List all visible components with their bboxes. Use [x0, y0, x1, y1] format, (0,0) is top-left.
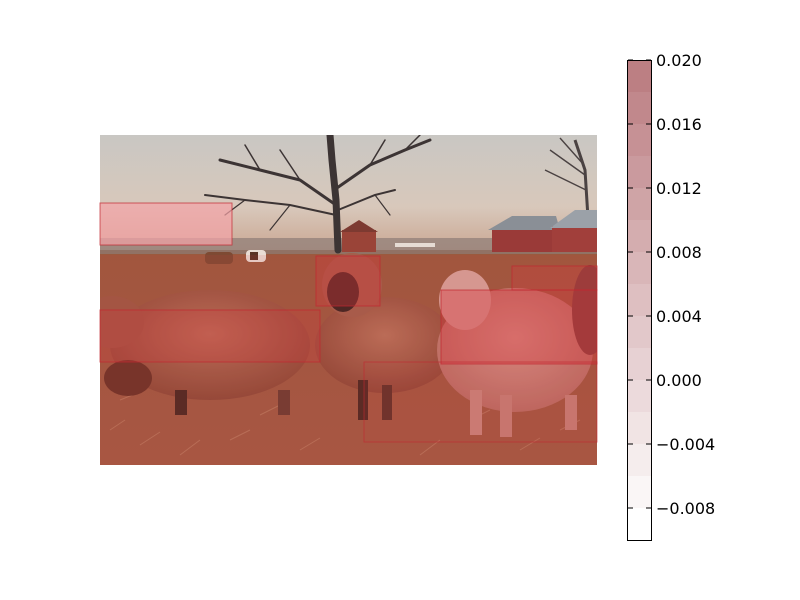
- colorbar-level: [628, 348, 651, 380]
- colorbar: 0.020 0.016 0.012 0.008 0.004 0.000 −0.004 −0.0…: [627, 51, 715, 541]
- colorbar-tick-label: 0.008: [656, 243, 702, 262]
- colorbar-level: [628, 60, 651, 92]
- colorbar-level: [628, 188, 651, 220]
- colorbar-level: [628, 412, 651, 444]
- colorbar-frame: [627, 60, 652, 541]
- colorbar-level: [628, 156, 651, 188]
- colorbar-level: [628, 124, 651, 156]
- colorbar-tick-label: 0.012: [656, 179, 702, 198]
- right-sheep: [437, 270, 593, 437]
- colorbar-tick-label: 0.016: [656, 115, 702, 134]
- horse: [205, 250, 266, 264]
- colorbar-levels: [628, 60, 651, 540]
- region-sky-left: [99, 202, 233, 246]
- colorbar-level: [628, 476, 651, 508]
- colorbar-tick-label: −0.004: [656, 435, 715, 454]
- colorbar-level: [628, 444, 651, 476]
- region-left-sheep: [99, 309, 321, 363]
- bare-tree: [204, 135, 432, 254]
- colorbar-tick-label: 0.000: [656, 371, 702, 390]
- photo-image: [100, 135, 597, 465]
- barn: [488, 210, 597, 252]
- small-house: [340, 220, 378, 252]
- heatmap-overlay: [99, 202, 598, 443]
- left-sheep: [104, 290, 310, 415]
- colorbar-ticks: 0.020 0.016 0.012 0.008 0.004 0.000 −0.004 −0.0…: [628, 51, 715, 518]
- colorbar-level: [628, 92, 651, 124]
- region-right-sheep: [440, 289, 598, 365]
- region-back-right: [511, 265, 598, 291]
- colorbar-level: [628, 220, 651, 252]
- region-lower-outline: [363, 361, 598, 443]
- partial-sheep-right: [572, 265, 597, 355]
- region-center-sheep: [315, 255, 381, 307]
- white-fence: [395, 243, 435, 247]
- center-sheep: [315, 253, 455, 420]
- colorbar-level: [628, 284, 651, 316]
- colorbar-tick-label: 0.020: [656, 51, 702, 70]
- partial-sheep-left: [100, 296, 144, 348]
- colorbar-level: [628, 508, 651, 540]
- colorbar-level: [628, 316, 651, 348]
- colorbar-level: [628, 252, 651, 284]
- colorbar-tick-label: −0.008: [656, 499, 715, 518]
- colorbar-tick-label: 0.004: [656, 307, 702, 326]
- colorbar-level: [628, 380, 651, 412]
